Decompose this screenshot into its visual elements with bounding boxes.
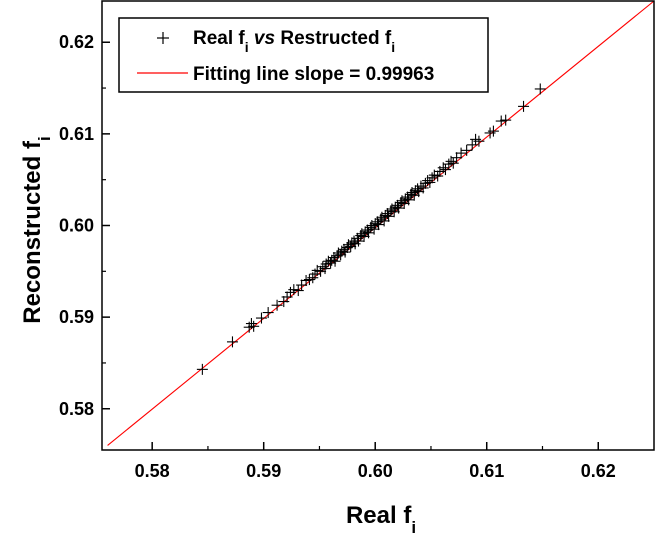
data-point <box>352 235 364 247</box>
data-point <box>245 318 257 330</box>
y-axis-title: Reconstructed fi <box>19 136 54 323</box>
data-point <box>315 265 327 277</box>
y-tick-label: 0.59 <box>59 307 94 327</box>
data-point <box>518 100 530 112</box>
data-point <box>226 336 238 348</box>
data-point <box>417 182 429 194</box>
data-point <box>262 307 274 319</box>
data-point <box>426 172 438 184</box>
x-axis-ticks: 0.58 0.59 0.60 0.61 0.62 <box>135 442 616 481</box>
data-point <box>288 284 300 296</box>
legend-label-real-vs-restructed: Real fi vs Restructed fi <box>193 28 395 55</box>
data-point <box>319 263 331 275</box>
x-tick-label: 0.60 <box>358 461 393 481</box>
data-point <box>487 125 499 137</box>
data-point <box>500 114 512 126</box>
y-tick-label: 0.60 <box>59 216 94 236</box>
data-points <box>196 83 546 375</box>
data-point <box>415 180 427 192</box>
data-point <box>443 158 455 170</box>
x-tick-label: 0.61 <box>469 461 504 481</box>
data-point <box>461 144 473 156</box>
data-point <box>437 162 449 174</box>
y-tick-label: 0.58 <box>59 399 94 419</box>
data-point <box>424 176 436 188</box>
data-point <box>296 279 308 291</box>
data-point <box>378 215 390 227</box>
legend-marker-cross <box>157 32 169 44</box>
data-point <box>329 255 341 267</box>
data-point <box>451 152 463 164</box>
data-point <box>495 115 507 127</box>
legend: Real fi vs Restructed fi Fitting line sl… <box>118 17 489 93</box>
data-point <box>320 258 332 270</box>
legend-box <box>118 17 489 93</box>
data-point <box>473 135 485 147</box>
x-tick-label: 0.62 <box>581 461 616 481</box>
y-tick-label: 0.61 <box>59 124 94 144</box>
data-point <box>339 246 351 258</box>
data-point <box>534 83 546 95</box>
data-point <box>363 227 375 239</box>
plot-frame <box>101 0 655 451</box>
data-point <box>445 155 457 167</box>
x-axis-title: Real fi <box>346 502 416 537</box>
x-tick-label: 0.58 <box>135 461 170 481</box>
y-tick-label: 0.62 <box>59 32 94 52</box>
legend-label-fitting-line: Fitting line slope = 0.99963 <box>193 64 434 85</box>
data-point <box>255 312 267 324</box>
data-point <box>403 194 415 206</box>
data-point <box>248 320 260 332</box>
data-point <box>383 210 395 222</box>
data-point <box>432 170 444 182</box>
data-point <box>419 177 431 189</box>
data-point <box>271 299 283 311</box>
data-point <box>368 223 380 235</box>
data-point <box>373 219 385 231</box>
data-point <box>422 175 434 187</box>
data-point <box>455 147 467 159</box>
data-point <box>196 363 208 375</box>
x-tick-label: 0.59 <box>246 461 281 481</box>
data-point <box>393 202 405 214</box>
